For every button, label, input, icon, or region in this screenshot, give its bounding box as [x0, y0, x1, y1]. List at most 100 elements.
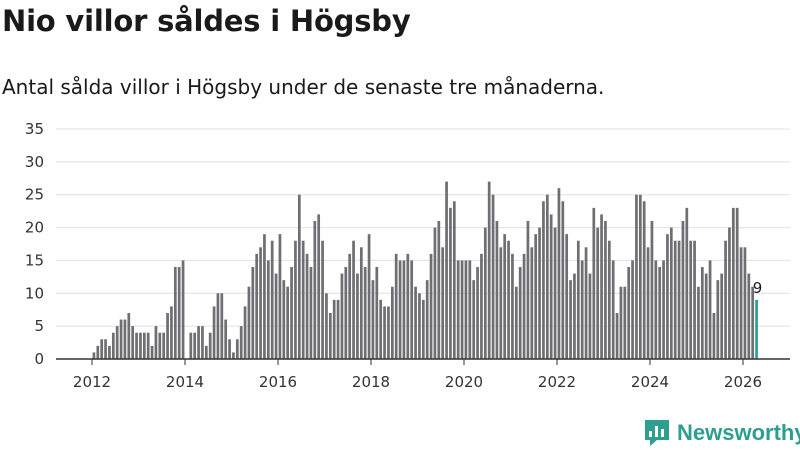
bar: [402, 260, 406, 359]
bar: [499, 247, 503, 359]
bar: [170, 306, 173, 359]
bar: [731, 207, 735, 359]
bar: [111, 332, 115, 359]
bar: [669, 227, 673, 359]
bar: [689, 240, 693, 359]
bar: [445, 181, 448, 359]
bar: [251, 267, 255, 359]
chart-title: Nio villor såldes i Högsby: [2, 4, 411, 38]
bar: [728, 227, 731, 359]
bar: [724, 240, 727, 359]
bar: [654, 260, 658, 359]
bar: [208, 332, 212, 359]
bar: [139, 332, 142, 359]
bar: [511, 253, 514, 359]
bar: [735, 207, 739, 359]
bar: [154, 326, 158, 359]
x-tick-label: 2022: [538, 373, 576, 391]
bar: [313, 221, 317, 359]
bar: [476, 267, 479, 359]
bar: [177, 267, 181, 359]
bar: [371, 280, 375, 359]
bar: [332, 299, 336, 359]
bar: [131, 326, 135, 359]
bar: [201, 326, 204, 359]
bar: [538, 227, 541, 359]
bar: [212, 306, 216, 359]
bar: [619, 286, 623, 359]
bar: [367, 234, 371, 359]
bar: [119, 319, 123, 359]
bar: [472, 280, 476, 359]
bar: [158, 332, 162, 359]
bar: [127, 313, 131, 359]
bar: [410, 260, 414, 359]
bar: [693, 240, 696, 359]
bar: [604, 221, 607, 359]
bar: [414, 286, 417, 359]
bar: [142, 332, 146, 359]
bar: [278, 234, 282, 359]
chart-subtitle: Antal sålda villor i Högsby under de sen…: [2, 75, 605, 99]
bar: [348, 253, 352, 359]
bar: [398, 260, 402, 359]
bar: [317, 214, 321, 359]
bar: [662, 260, 665, 359]
bar: [394, 253, 398, 359]
bar: [584, 247, 588, 359]
bar: [677, 240, 681, 359]
bar: [600, 214, 603, 359]
bar: [189, 332, 193, 359]
bar: [309, 267, 313, 359]
latest-value-label: 9: [753, 279, 763, 297]
bar: [123, 319, 127, 359]
bar: [96, 345, 100, 359]
bar: [449, 207, 452, 359]
bar: [108, 345, 111, 359]
bar: [294, 240, 297, 359]
bar: [383, 306, 386, 359]
x-tick-label: 2018: [352, 373, 390, 391]
bar: [255, 253, 259, 359]
bar: [743, 247, 747, 359]
bar: [146, 332, 150, 359]
x-tick-label: 2016: [259, 373, 297, 391]
bar: [352, 240, 355, 359]
bar: [356, 273, 359, 359]
bar: [301, 240, 305, 359]
y-tick-label: 20: [25, 219, 44, 237]
bar: [325, 293, 328, 359]
bar: [263, 234, 266, 359]
bar: [270, 240, 274, 359]
brand-logo: Newsworthy: [645, 420, 800, 446]
bar: [247, 286, 251, 359]
bar: [487, 181, 491, 359]
y-tick-label: 0: [34, 350, 44, 368]
bar: [452, 201, 456, 359]
bar: [104, 339, 107, 359]
bar: [580, 260, 584, 359]
bar: [573, 273, 576, 359]
bar: [697, 286, 700, 359]
bar: [328, 313, 332, 359]
bar: [456, 260, 460, 359]
bar: [720, 273, 724, 359]
bar: [716, 280, 720, 359]
bar: [92, 352, 96, 359]
bar: [464, 260, 468, 359]
bar: [638, 194, 642, 359]
bar: [274, 273, 278, 359]
bar: [700, 267, 704, 359]
x-tick-label: 2012: [73, 373, 111, 391]
bar: [297, 194, 301, 359]
bar: [232, 352, 235, 359]
bar: [216, 293, 220, 359]
bar: [429, 253, 433, 359]
bar: [173, 267, 177, 359]
bar: [569, 280, 572, 359]
bar: [751, 286, 755, 359]
bar: [681, 221, 685, 359]
bar: [666, 234, 669, 359]
bar: [522, 253, 526, 359]
bar: [549, 214, 553, 359]
